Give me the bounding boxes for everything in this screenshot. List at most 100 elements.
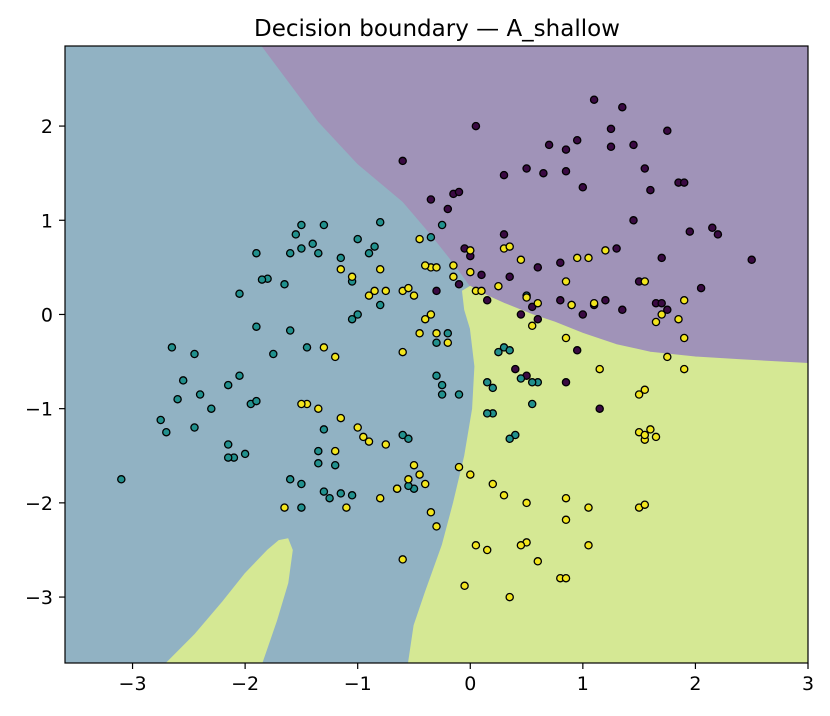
- point-class-0: [556, 258, 565, 267]
- point-class-0: [663, 305, 672, 315]
- x-axis-ticks: −3 −2 −1 0 1 2 3: [119, 663, 814, 695]
- point-class-1: [319, 220, 329, 230]
- point-class-1: [162, 427, 171, 437]
- point-class-0: [657, 253, 666, 263]
- point-class-2: [342, 503, 351, 512]
- point-class-2: [505, 592, 514, 602]
- point-class-2: [420, 314, 430, 324]
- point-class-2: [381, 286, 391, 296]
- point-class-2: [516, 541, 526, 550]
- point-class-2: [679, 333, 689, 343]
- point-class-0: [606, 142, 616, 152]
- point-class-2: [432, 522, 441, 531]
- point-class-2: [432, 263, 441, 272]
- point-class-1: [336, 253, 346, 263]
- point-class-2: [679, 364, 689, 374]
- point-class-2: [640, 500, 650, 509]
- point-class-2: [370, 286, 379, 296]
- point-class-2: [409, 460, 419, 470]
- point-class-1: [432, 371, 441, 380]
- point-class-2: [595, 364, 604, 374]
- chart-title: Decision boundary — A_shallow: [254, 16, 620, 42]
- axes-frame: [64, 45, 809, 664]
- point-class-0: [663, 126, 672, 136]
- point-class-2: [584, 253, 593, 263]
- point-class-1: [190, 349, 199, 359]
- point-class-2: [398, 347, 407, 357]
- point-class-0: [618, 102, 627, 112]
- point-class-1: [302, 343, 312, 352]
- point-class-0: [657, 298, 666, 308]
- point-class-1: [325, 493, 334, 503]
- y-tick-label: 2: [41, 116, 53, 138]
- point-class-1: [319, 425, 329, 434]
- point-class-0: [696, 283, 706, 293]
- points-layer: [117, 95, 756, 602]
- point-class-2: [449, 272, 458, 282]
- point-class-0: [640, 164, 650, 173]
- point-class-0: [572, 346, 582, 355]
- point-class-1: [375, 300, 385, 310]
- point-class-2: [420, 261, 430, 270]
- point-class-1: [375, 217, 385, 227]
- point-class-2: [533, 557, 543, 566]
- point-class-1: [297, 479, 306, 489]
- point-class-1: [432, 338, 441, 347]
- point-class-2: [567, 300, 576, 310]
- point-class-1: [511, 430, 520, 440]
- point-class-2: [336, 413, 346, 423]
- point-class-1: [297, 503, 306, 512]
- point-class-0: [561, 378, 571, 387]
- point-class-2: [663, 352, 672, 362]
- point-class-1: [527, 378, 537, 387]
- point-class-1: [505, 346, 514, 355]
- y-tick-label: 0: [41, 304, 53, 326]
- point-class-0: [522, 164, 531, 173]
- point-class-1: [167, 343, 177, 352]
- point-class-0: [505, 272, 514, 282]
- point-class-2: [443, 338, 453, 347]
- point-class-1: [190, 423, 199, 432]
- point-class-2: [381, 440, 391, 449]
- x-tick-label: 0: [464, 673, 476, 695]
- point-class-0: [578, 310, 588, 319]
- point-class-1: [235, 289, 244, 298]
- point-class-1: [285, 248, 295, 258]
- point-class-1: [353, 310, 362, 319]
- point-class-0: [443, 204, 453, 214]
- point-class-0: [533, 314, 543, 324]
- point-class-2: [471, 541, 481, 550]
- point-class-1: [443, 329, 453, 338]
- point-class-2: [640, 385, 650, 395]
- point-class-2: [375, 265, 385, 274]
- x-tick-label: −1: [344, 673, 372, 695]
- point-class-2: [561, 493, 571, 503]
- point-class-2: [477, 286, 486, 296]
- point-class-2: [404, 283, 413, 293]
- point-class-1: [223, 440, 233, 449]
- point-class-2: [584, 541, 593, 550]
- point-class-2: [589, 298, 599, 308]
- point-class-2: [522, 498, 531, 508]
- point-class-1: [297, 220, 306, 230]
- point-class-1: [482, 378, 492, 387]
- point-class-1: [364, 248, 374, 258]
- point-class-2: [561, 333, 571, 343]
- point-class-2: [522, 293, 531, 302]
- point-class-0: [471, 121, 481, 131]
- point-class-0: [589, 95, 599, 104]
- point-class-1: [207, 404, 216, 413]
- point-class-0: [747, 255, 756, 265]
- point-class-1: [235, 371, 244, 380]
- point-class-2: [449, 261, 458, 270]
- y-tick-label: −3: [25, 587, 53, 609]
- point-class-1: [173, 394, 182, 404]
- point-class-0: [572, 135, 582, 145]
- point-class-1: [314, 459, 323, 468]
- point-class-1: [240, 449, 250, 459]
- point-class-0: [606, 124, 616, 134]
- point-class-1: [319, 487, 329, 496]
- point-class-2: [651, 432, 661, 442]
- point-class-2: [336, 265, 346, 274]
- point-class-2: [601, 246, 610, 255]
